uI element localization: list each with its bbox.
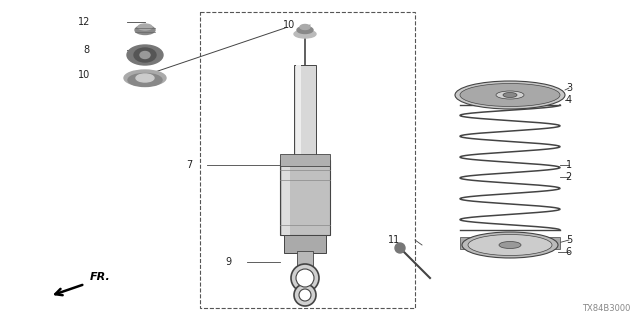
Ellipse shape <box>455 81 565 109</box>
Text: 9: 9 <box>226 257 232 267</box>
Ellipse shape <box>136 74 154 82</box>
Bar <box>297 251 313 278</box>
Ellipse shape <box>503 92 517 98</box>
Ellipse shape <box>462 232 558 258</box>
Bar <box>296 65 301 160</box>
Circle shape <box>296 269 314 287</box>
Bar <box>460 237 474 249</box>
Ellipse shape <box>297 27 313 34</box>
Bar <box>294 65 316 160</box>
Ellipse shape <box>499 242 521 249</box>
Ellipse shape <box>294 30 316 38</box>
Text: FR.: FR. <box>90 272 111 282</box>
Circle shape <box>299 289 311 301</box>
Ellipse shape <box>135 26 155 35</box>
Ellipse shape <box>134 48 156 62</box>
Text: 7: 7 <box>186 160 192 170</box>
Circle shape <box>395 243 405 253</box>
Text: 3: 3 <box>566 83 572 93</box>
Ellipse shape <box>124 70 166 86</box>
Ellipse shape <box>460 84 560 107</box>
Text: 4: 4 <box>566 95 572 105</box>
Ellipse shape <box>138 24 152 30</box>
Text: 2: 2 <box>566 172 572 182</box>
Text: 8: 8 <box>84 45 90 55</box>
Text: 10: 10 <box>283 20 295 30</box>
Bar <box>200 12 415 308</box>
Text: 1: 1 <box>566 160 572 170</box>
Ellipse shape <box>127 45 163 65</box>
Text: TX84B3000: TX84B3000 <box>582 304 630 313</box>
Bar <box>282 160 290 235</box>
Text: 12: 12 <box>77 17 90 27</box>
Text: 6: 6 <box>566 247 572 257</box>
Bar <box>280 154 330 166</box>
Bar <box>284 235 326 253</box>
Ellipse shape <box>140 52 150 59</box>
Ellipse shape <box>496 91 524 99</box>
Text: 11: 11 <box>388 235 400 245</box>
Text: 5: 5 <box>566 235 572 245</box>
Circle shape <box>294 284 316 306</box>
Circle shape <box>291 264 319 292</box>
Ellipse shape <box>468 235 552 255</box>
Ellipse shape <box>128 74 162 86</box>
Bar <box>280 160 330 235</box>
Text: 10: 10 <box>77 70 90 80</box>
Bar <box>546 237 560 249</box>
Ellipse shape <box>300 25 310 29</box>
